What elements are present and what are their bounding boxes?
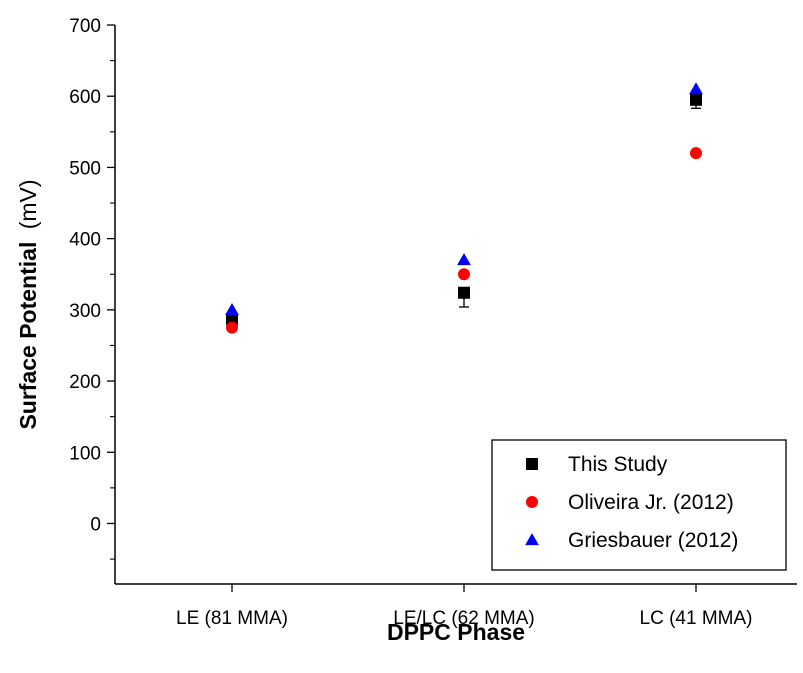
y-tick-label: 700 — [69, 16, 101, 37]
data-point — [225, 302, 239, 316]
data-point — [690, 147, 702, 160]
x-tick-label: LE (81 MMA) — [176, 608, 288, 629]
y-tick-label: 500 — [69, 158, 101, 179]
series-triangle — [225, 82, 703, 316]
data-points — [225, 82, 703, 334]
x-tick-label: LE/LC (62 MMA) — [393, 608, 534, 629]
data-point — [457, 253, 471, 266]
series-circle — [226, 147, 702, 334]
x-axis-ticks: LE (81 MMA) LE/LC (62 MMA) LC (41 MMA) — [176, 584, 752, 629]
legend-label: Oliveira Jr. (2012) — [568, 491, 734, 514]
y-tick-label: 200 — [69, 372, 101, 393]
data-point — [226, 321, 238, 334]
y-axis-title-main: Surface Potential — [15, 242, 41, 430]
y-axis-title: Surface Potential (mV) — [15, 179, 41, 429]
legend-marker — [526, 458, 538, 470]
y-axis-ticks: 0 100 200 300 400 500 600 700 — [69, 16, 115, 560]
data-point — [458, 268, 470, 281]
y-tick-label: 600 — [69, 87, 101, 108]
y-tick-label: 300 — [69, 301, 101, 322]
data-point — [690, 93, 702, 106]
x-tick-label: LC (41 MMA) — [640, 608, 753, 629]
legend-label: This Study — [568, 453, 668, 476]
legend-label: Griesbauer (2012) — [568, 529, 738, 552]
y-axis-title-unit: (mV) — [15, 179, 41, 229]
axes — [114, 25, 797, 585]
data-point — [226, 313, 238, 326]
y-tick-label: 100 — [69, 443, 101, 464]
y-tick-label: 0 — [90, 514, 101, 535]
x-axis-title: DPPC Phase — [387, 619, 525, 645]
legend-marker — [525, 533, 539, 546]
data-point — [689, 82, 703, 95]
y-tick-label: 400 — [69, 230, 101, 251]
data-point — [458, 286, 470, 299]
legend-marker — [526, 496, 538, 508]
legend-box — [491, 439, 787, 571]
series-square — [226, 93, 702, 329]
legend: This Study Oliveira Jr. (2012) Griesbauer … — [491, 439, 787, 571]
